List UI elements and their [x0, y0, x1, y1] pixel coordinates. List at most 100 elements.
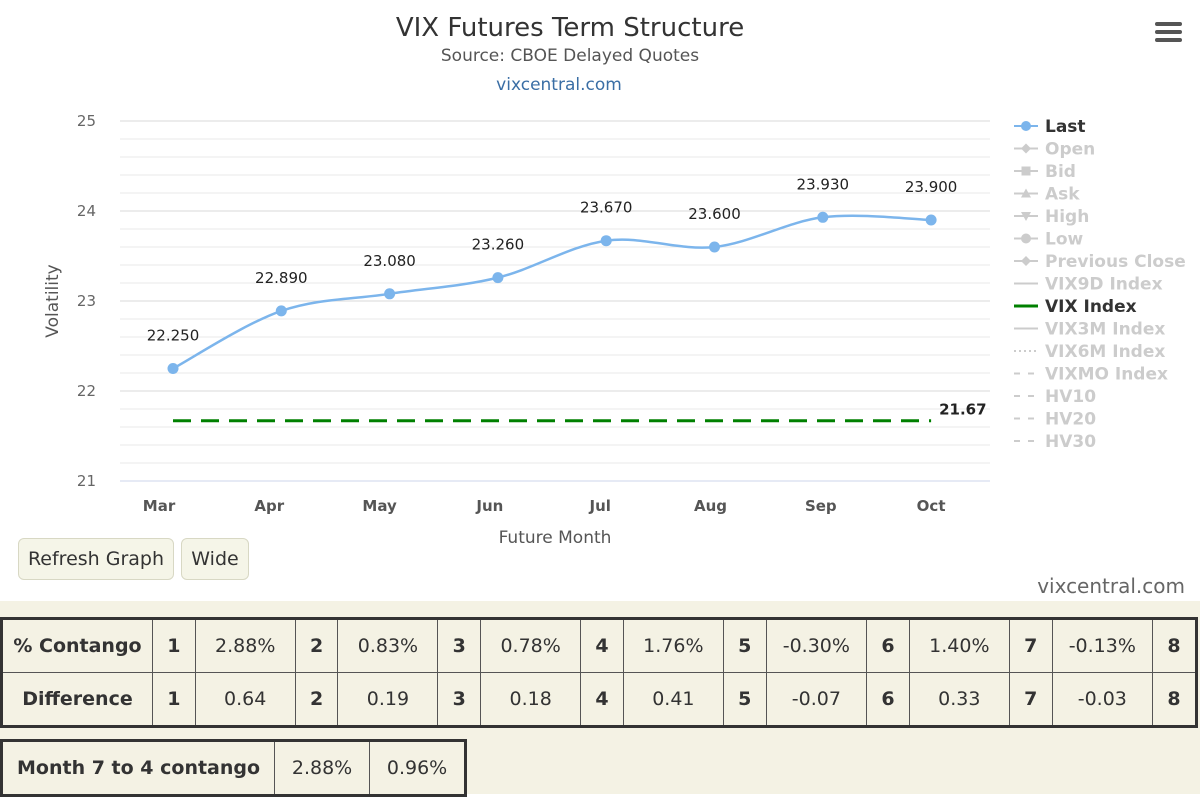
last-data-point[interactable] [167, 363, 179, 374]
x-tick-label: Oct [917, 497, 946, 515]
table-cell: 0.41 [622, 672, 724, 727]
legend-label: Previous Close [1045, 252, 1186, 272]
x-axis-title: Future Month [499, 528, 612, 548]
month-number: 5 [722, 618, 767, 673]
table-cell: 0.78% [480, 618, 582, 673]
month-number: 4 [580, 672, 624, 727]
contango-table: % Contango 1 2.88% 2 0.83% 3 0.78% 4 1.76% 5 -0.30… [0, 617, 1198, 728]
legend-item[interactable]: High [1014, 207, 1089, 227]
refresh-graph-button[interactable]: Refresh Graph [18, 538, 174, 580]
hamburger-menu-icon[interactable] [1155, 22, 1182, 46]
legend-label: HV10 [1045, 387, 1096, 407]
legend-item[interactable]: Open [1014, 140, 1095, 160]
legend-label: VIX3M Index [1045, 320, 1165, 340]
month-contango-label: Month 7 to 4 contango [0, 740, 276, 796]
x-tick-label: Jun [475, 497, 503, 515]
table-row: Difference 1 0.64 2 0.19 3 0.18 4 0.41 5 -0.07 6 0.3… [1, 672, 1197, 727]
month-number: 7 [1008, 618, 1053, 673]
row-label: % Contango [1, 618, 153, 673]
legend-item[interactable]: VIX9D Index [1014, 275, 1163, 295]
legend-label: HV20 [1045, 410, 1096, 430]
last-data-label: 23.080 [363, 252, 416, 270]
legend-item[interactable]: Bid [1014, 162, 1076, 182]
table-cell: 1.76% [622, 618, 724, 673]
legend-item[interactable]: HV30 [1014, 432, 1096, 452]
legend-label: High [1045, 207, 1089, 227]
last-data-point[interactable] [275, 305, 287, 317]
month-number: 3 [437, 618, 482, 673]
month-number: 1 [151, 618, 196, 673]
legend-item[interactable]: VIX Index [1014, 297, 1137, 317]
table-cell: 0.19 [337, 672, 439, 727]
table-cell: 2.88% [194, 618, 296, 673]
legend-item[interactable]: Last [1014, 117, 1086, 137]
x-tick-label: Jul [588, 497, 610, 515]
month-number: 6 [866, 672, 910, 727]
table-cell: 0.64 [194, 672, 296, 727]
legend-item[interactable]: VIX6M Index [1014, 342, 1165, 362]
legend-item[interactable]: Ask [1014, 185, 1080, 205]
table-cell: -0.07 [765, 672, 868, 727]
wide-button[interactable]: Wide [181, 538, 249, 580]
legend-marker [1021, 256, 1031, 266]
legend-label: Bid [1045, 162, 1076, 182]
legend-label: HV30 [1045, 432, 1096, 452]
legend-label: Open [1045, 140, 1095, 160]
legend-label: Low [1045, 230, 1084, 250]
x-tick-label: May [362, 497, 397, 515]
month-number: 4 [580, 618, 624, 673]
x-tick-label: Aug [694, 497, 727, 515]
x-tick-label: Apr [254, 497, 284, 515]
table-row: % Contango 1 2.88% 2 0.83% 3 0.78% 4 1.76% 5 -0.30… [1, 618, 1197, 673]
table-cell: 0.18 [480, 672, 582, 727]
legend-marker [1021, 233, 1031, 244]
month-number: 2 [294, 618, 339, 673]
table-cell: 1.40% [908, 618, 1010, 673]
last-data-label: 23.930 [797, 175, 850, 193]
month-contango-table: Month 7 to 4 contango 2.88% 0.96% [0, 739, 468, 797]
last-data-label: 23.670 [580, 199, 633, 217]
last-data-label: 23.600 [688, 205, 741, 223]
month-number: 5 [722, 672, 767, 727]
chart-credit-link[interactable]: vixcentral.com [496, 75, 622, 95]
last-data-point[interactable] [817, 211, 829, 223]
chart-subtitle: Source: CBOE Delayed Quotes [441, 46, 699, 66]
table-cell: -0.03 [1051, 672, 1154, 727]
legend-marker [1021, 166, 1031, 176]
x-tick-label: Sep [805, 497, 837, 515]
y-tick-label: 25 [77, 112, 96, 130]
table-cell: 0.33 [908, 672, 1010, 727]
legend-label: Last [1045, 117, 1086, 137]
month-number: 2 [294, 672, 339, 727]
last-data-point[interactable] [709, 241, 720, 253]
legend-item[interactable]: HV10 [1014, 387, 1096, 407]
y-axis-title: Volatility [43, 264, 63, 337]
last-data-label: 22.250 [147, 327, 200, 345]
table-cell: 0.83% [337, 618, 439, 673]
last-data-point[interactable] [492, 272, 504, 284]
legend-item[interactable]: VIX3M Index [1014, 320, 1165, 340]
legend-marker [1021, 143, 1031, 154]
y-tick-label: 24 [77, 202, 96, 220]
y-tick-label: 22 [77, 382, 96, 400]
legend-item[interactable]: HV20 [1014, 410, 1096, 430]
month-number: 8 [1152, 618, 1197, 673]
month-contango-value: 0.96% [369, 740, 467, 796]
credit-text: vixcentral.com [1037, 574, 1185, 598]
last-data-point[interactable] [384, 288, 396, 300]
last-data-label: 23.260 [472, 236, 525, 254]
legend-item[interactable]: Previous Close [1014, 252, 1186, 272]
legend-marker [1021, 121, 1031, 131]
legend-item[interactable]: Low [1014, 230, 1084, 250]
table-cell: -0.13% [1051, 618, 1154, 673]
legend-label: VIX9D Index [1045, 275, 1163, 295]
last-data-label: 23.900 [905, 178, 958, 196]
last-data-point[interactable] [600, 235, 612, 247]
month-number: 1 [151, 672, 196, 727]
legend-item[interactable]: VIXMO Index [1014, 365, 1168, 385]
month-contango-value: 2.88% [274, 740, 371, 796]
legend-label: VIX Index [1045, 297, 1137, 317]
chart: VIX Futures Term Structure Source: CBOE … [43, 13, 1186, 548]
legend-label: VIX6M Index [1045, 342, 1165, 362]
last-data-point[interactable] [925, 214, 937, 226]
